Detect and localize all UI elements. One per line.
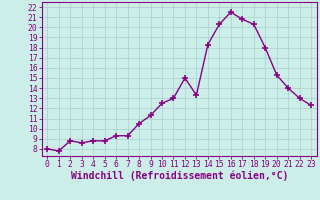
X-axis label: Windchill (Refroidissement éolien,°C): Windchill (Refroidissement éolien,°C) xyxy=(70,171,288,181)
